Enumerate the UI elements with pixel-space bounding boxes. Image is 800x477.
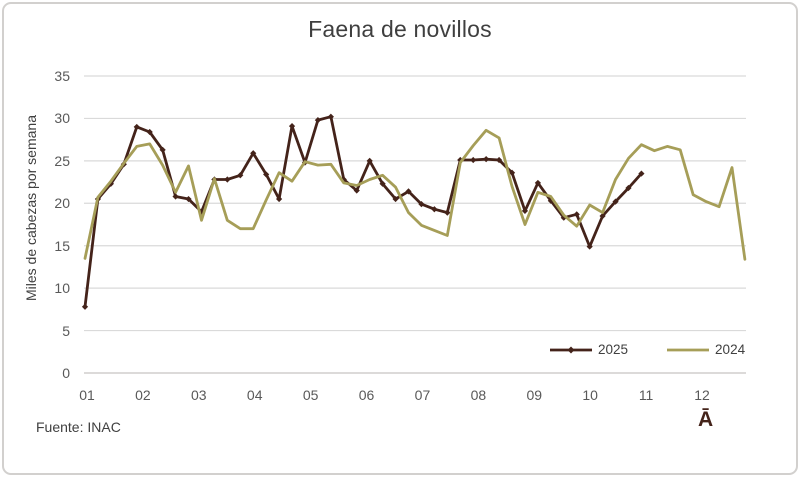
marker-diamond-2025	[534, 179, 541, 187]
marker-diamond-2025	[418, 201, 425, 208]
x-tick-01: 01	[79, 387, 95, 403]
marker-diamond-2025	[625, 184, 632, 192]
marker-diamond-2025	[405, 188, 412, 195]
legend-label-2024: 2024	[715, 342, 746, 357]
marker-diamond-2025	[263, 171, 270, 178]
marker-diamond-2025	[327, 113, 334, 120]
legend-marker-2025	[567, 346, 575, 353]
marker-diamond-2025	[431, 206, 438, 213]
legend-label-2025: 2025	[598, 342, 629, 357]
y-tick-10: 10	[54, 280, 70, 297]
marker-diamond-2025	[172, 193, 179, 200]
marker-diamond-2025	[586, 243, 593, 250]
x-tick-08: 08	[470, 387, 487, 403]
x-tick-10: 10	[582, 387, 598, 403]
marker-diamond-2025	[133, 123, 140, 131]
legend-entry-2024: 2024	[666, 342, 745, 357]
y-tick-15: 15	[54, 237, 70, 254]
y-tick-35: 35	[54, 68, 70, 84]
marker-diamond-2025	[81, 303, 89, 310]
marker-diamond-2025	[159, 146, 166, 153]
marker-diamond-2025	[521, 207, 529, 215]
x-tick-05: 05	[302, 387, 319, 403]
legend-swatch-2024	[667, 348, 710, 351]
marker-diamond-2025	[470, 156, 477, 164]
watermark-a-macron: Ā	[698, 408, 714, 431]
legend-swatch-2025	[550, 346, 592, 353]
marker-diamond-2025	[276, 195, 283, 203]
y-tick-5: 5	[62, 322, 70, 339]
chart-title: Faena de novillos	[308, 16, 492, 42]
marker-diamond-2025	[237, 172, 244, 179]
marker-diamond-2025	[314, 117, 322, 124]
series-line-2025	[83, 115, 643, 309]
marker-diamond-2025	[353, 187, 360, 194]
marker-diamond-2025	[638, 170, 645, 177]
marker-diamond-2025	[250, 150, 257, 157]
x-tick-12: 12	[694, 387, 710, 403]
y-tick-25: 25	[54, 152, 70, 169]
marker-diamond-2025	[288, 122, 296, 130]
x-tick-09: 09	[526, 387, 543, 403]
y-tick-30: 30	[54, 110, 70, 127]
series-line-2024	[83, 128, 747, 261]
marker-diamond-2025	[379, 180, 386, 187]
marker-diamond-2025	[224, 176, 231, 183]
marker-diamond-2025	[483, 156, 490, 163]
legend-entry-2025: 2025	[549, 342, 628, 357]
marker-diamond-2025	[185, 195, 192, 203]
marker-diamond-2025	[573, 211, 580, 218]
x-tick-03: 03	[191, 387, 207, 403]
marker-diamond-2025	[612, 198, 619, 205]
marker-diamond-2025	[495, 156, 503, 164]
y-tick-20: 20	[54, 195, 70, 212]
x-tick-04: 04	[246, 387, 263, 403]
x-tick-07: 07	[414, 387, 431, 403]
x-tick-02: 02	[135, 387, 151, 403]
marker-diamond-2025	[392, 195, 399, 203]
y-tick-0: 0	[62, 365, 70, 381]
marker-diamond-2025	[366, 157, 373, 164]
marker-diamond-2025	[599, 212, 606, 220]
x-tick-11: 11	[638, 387, 654, 403]
marker-diamond-2025	[444, 209, 451, 216]
source-note: Fuente: INAC	[36, 419, 121, 435]
marker-diamond-2025	[146, 128, 153, 136]
x-tick-06: 06	[358, 387, 375, 403]
marker-diamond-2025	[508, 169, 516, 176]
legend: 2025 2024	[549, 342, 745, 357]
